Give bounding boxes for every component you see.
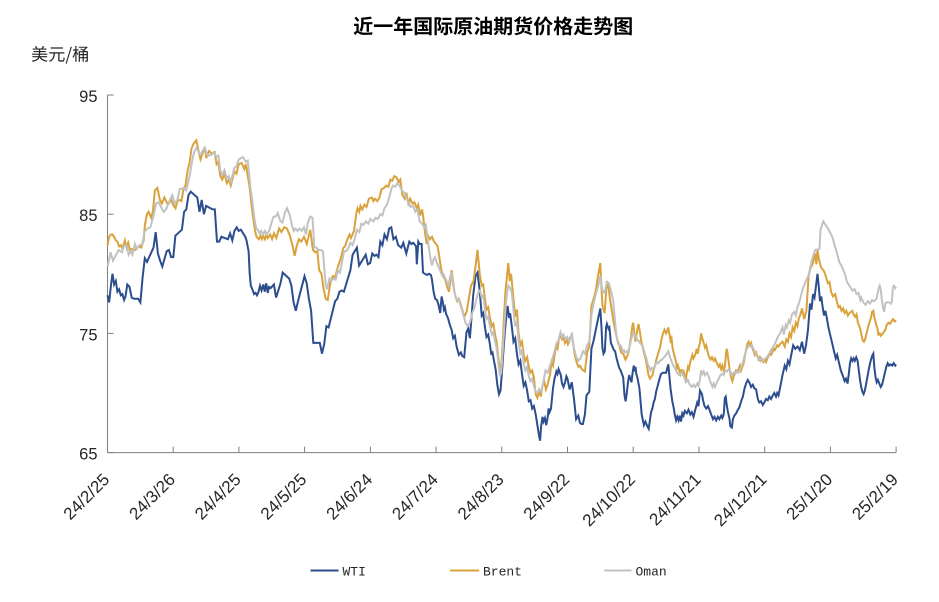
svg-text:95: 95 — [79, 88, 97, 106]
svg-text:Brent: Brent — [483, 565, 522, 580]
svg-text:65: 65 — [79, 446, 97, 464]
svg-text:WTI: WTI — [343, 565, 366, 580]
svg-text:75: 75 — [79, 326, 97, 344]
svg-text:85: 85 — [79, 207, 97, 225]
svg-text:Oman: Oman — [636, 565, 667, 580]
